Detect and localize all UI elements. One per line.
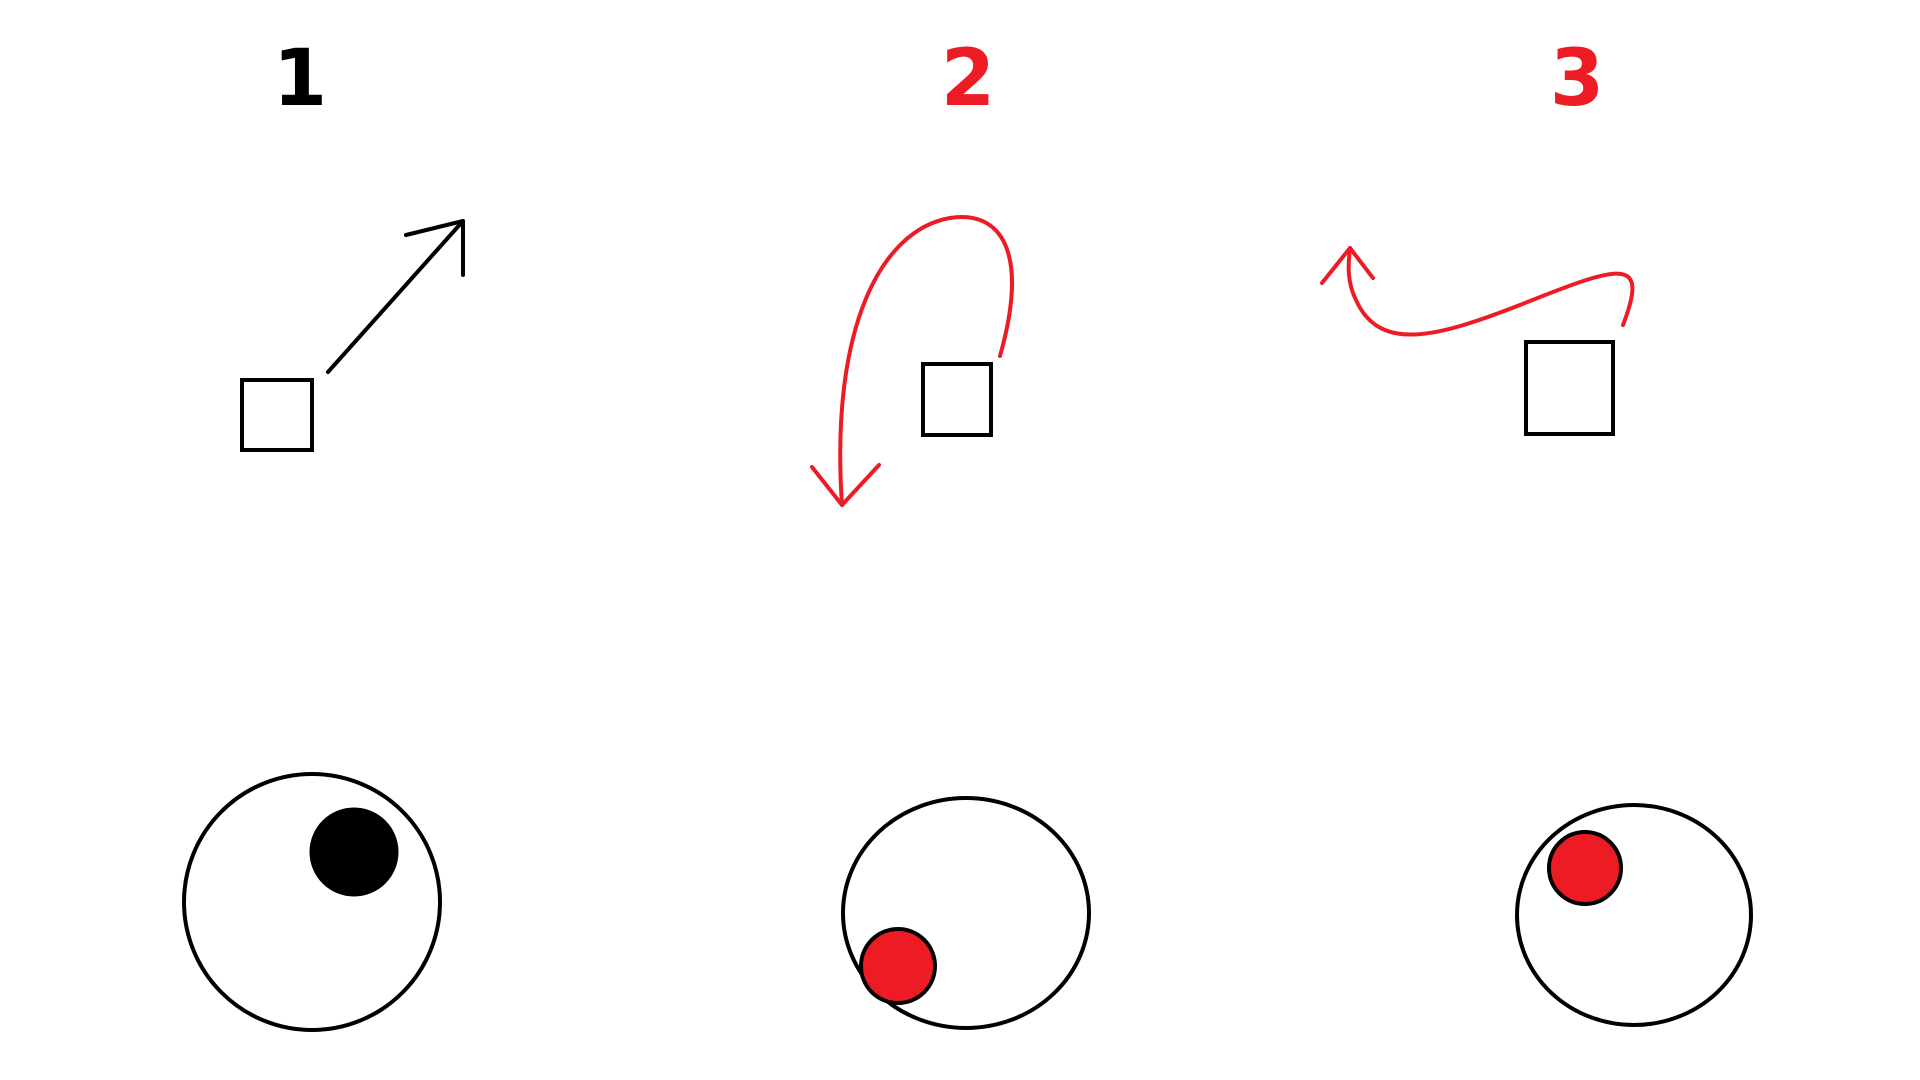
panel-2-number: 2 <box>941 34 995 124</box>
panel-3-number: 3 <box>1550 34 1604 124</box>
panel-2-arrow-head <box>810 463 881 507</box>
panel-1: 1 <box>182 34 465 1032</box>
panel-3-arrow-head <box>1320 246 1375 285</box>
panel-3-arrow-shaft <box>1346 246 1635 337</box>
panel-2-arrow-icon <box>810 215 1014 507</box>
panel-3-outer-circle <box>1515 803 1753 1027</box>
panel-1-number: 1 <box>273 34 327 124</box>
panel-2-outer-circle <box>841 796 1091 1030</box>
panel-3-square <box>1524 340 1615 436</box>
panel-1-outer-circle <box>182 772 442 1032</box>
panel-3: 3 <box>1320 34 1753 1027</box>
panel-1-arrow-shaft <box>326 219 465 374</box>
panel-2-square <box>921 362 993 437</box>
panel-3-dot <box>1547 830 1623 906</box>
panel-3-arrow-icon <box>1320 246 1635 337</box>
panel-2: 2 <box>810 34 1091 1030</box>
panel-1-arrow-head <box>404 219 465 277</box>
panel-1-arrow-icon <box>326 219 465 374</box>
panel-2-dot <box>859 927 937 1005</box>
panel-1-square <box>240 378 314 452</box>
panel-2-arrow-shaft <box>838 215 1014 507</box>
panel-1-dot <box>309 807 399 897</box>
